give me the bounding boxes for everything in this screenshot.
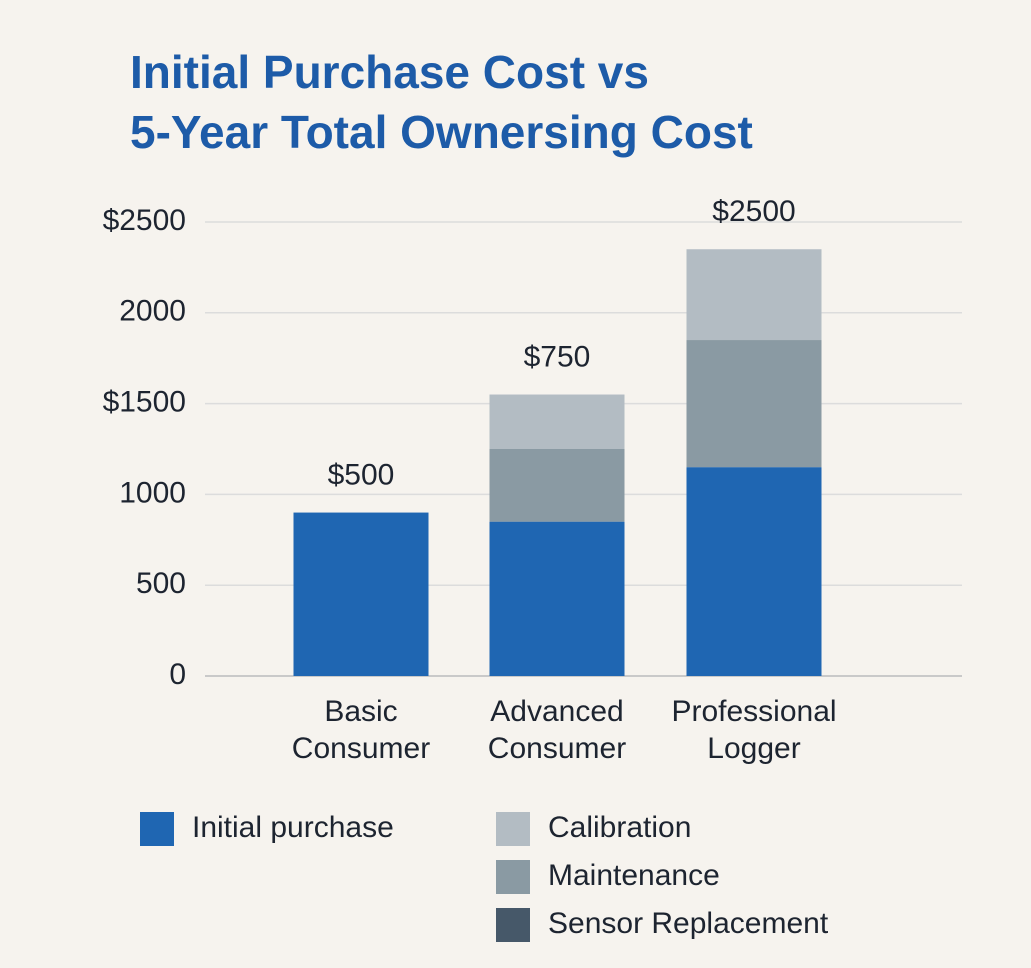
x-tick-label: Advanced Consumer (488, 695, 626, 765)
x-tick-label: Basic Consumer (292, 695, 430, 765)
legend-swatch (140, 812, 174, 846)
legend-swatch (496, 908, 530, 942)
y-tick-label: 0 (169, 658, 186, 691)
bar-segment (686, 467, 822, 676)
chart-title: Initial Purchase Cost vs 5-Year Total Own… (130, 46, 753, 158)
y-tick-label: $2500 (103, 204, 186, 237)
bar-segment (686, 249, 822, 341)
bar-segment (489, 449, 625, 522)
legend-label: Calibration (548, 811, 691, 844)
legend-swatch (496, 812, 530, 846)
total-label: $750 (524, 340, 591, 373)
legend-label: Maintenance (548, 859, 720, 892)
y-tick-label: 500 (136, 567, 186, 600)
y-tick-label: $1500 (103, 386, 186, 419)
total-label: $2500 (712, 195, 795, 228)
y-tick-label: 2000 (119, 295, 186, 328)
legend-label: Initial purchase (192, 811, 394, 844)
total-label: $500 (328, 458, 395, 491)
bar-segment (489, 394, 625, 449)
bar-segment (293, 512, 429, 676)
bar-segment (686, 340, 822, 468)
x-tick-label: Professional Logger (671, 695, 836, 765)
y-tick-label: 1000 (119, 476, 186, 509)
legend-swatch (496, 860, 530, 894)
legend-label: Sensor Replacement (548, 907, 829, 940)
bar-segment (489, 521, 625, 676)
